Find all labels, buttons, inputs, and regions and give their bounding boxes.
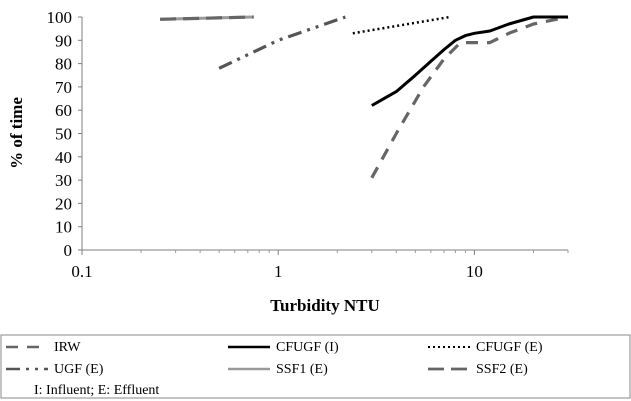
plot-area [160,15,569,179]
y-tick-label: 80 [55,55,72,74]
y-tick-label: 50 [55,125,72,144]
legend-label: UGF (E) [54,362,104,377]
y-axis-title: % of time [7,97,26,169]
y-tick-label: 10 [55,218,72,237]
legend-label: CFUGF (I) [276,340,339,355]
y-tick-label: 60 [55,101,72,120]
axes [78,16,569,255]
tick-labels: 0 10 20 30 40 50 60 70 80 90 100 0.1 1 10 [47,8,483,281]
x-axis-title: Turbidity NTU [270,296,379,315]
y-tick-label: 40 [55,148,72,167]
legend-label: CFUGF (E) [476,340,543,355]
y-tick-label: 30 [55,171,72,190]
series-line-ugf-e [218,15,346,70]
y-tick-label: 90 [55,31,72,50]
series-line-irw [370,15,569,179]
series-line-ssf2-e [160,15,254,21]
legend-label: SSF2 (E) [476,362,528,377]
y-tick-label: 100 [47,8,73,27]
legend-label: SSF1 (E) [276,362,328,377]
y-tick-label: 20 [55,194,72,213]
legend-note: I: Influent; E: Effluent [34,383,159,398]
x-tick-label: 0.1 [71,262,92,281]
series-line-cfugf-e [352,15,451,35]
x-tick-label: 1 [274,262,283,281]
x-tick-label: 10 [466,262,483,281]
y-tick-label: 0 [64,241,73,260]
y-tick-label: 70 [55,78,72,97]
legend: I: Influent; E: Effluent IRW CFUGF (I) CFU… [0,334,631,399]
legend-box [0,334,631,399]
series-line-cfugf-i [371,15,568,107]
legend-label: IRW [54,340,81,355]
